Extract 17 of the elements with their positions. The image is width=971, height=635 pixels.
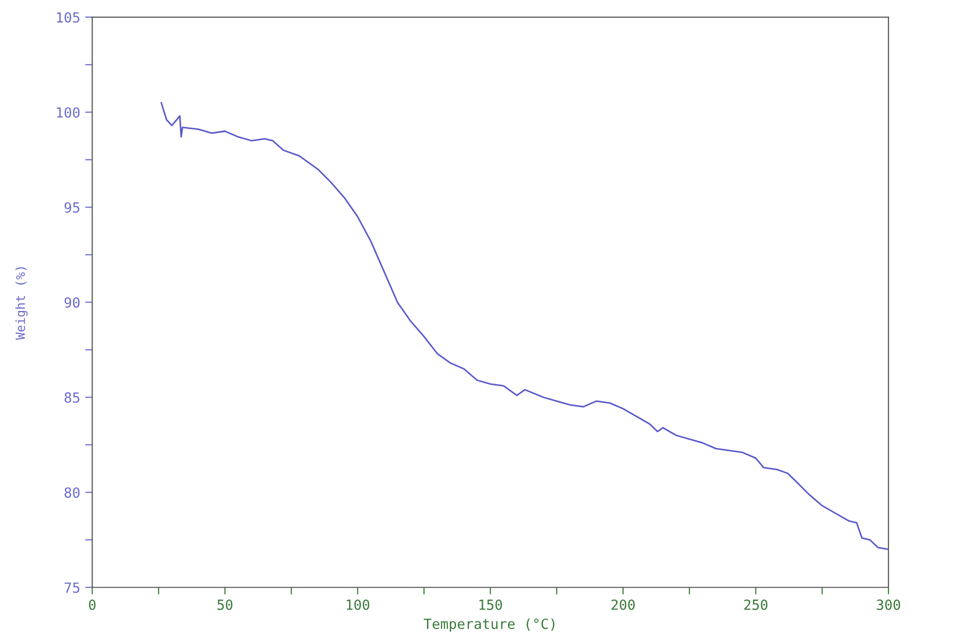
x-tick-label: 250: [744, 600, 768, 610]
x-tick-label: 100: [346, 600, 370, 610]
y-tick-label: 75: [64, 582, 80, 593]
y-tick-label: 95: [64, 202, 80, 213]
line-series: [160, 102, 888, 550]
y-tick-label: 80: [64, 487, 80, 498]
x-tick-label: 50: [218, 600, 232, 610]
x-axis-title: Temperature (°C): [424, 618, 554, 632]
x-tick-label: 150: [479, 600, 502, 610]
y-tick-label: 85: [64, 392, 80, 403]
y-axis-title: Weight (%): [15, 267, 28, 340]
y-tick-label: 105: [57, 12, 80, 23]
y-tick-label: 90: [64, 297, 80, 308]
x-tick-label: 0: [88, 600, 96, 610]
x-tick-label: 300: [876, 600, 900, 610]
y-tick-label: 100: [57, 107, 80, 118]
x-tick-label: 200: [612, 600, 635, 610]
